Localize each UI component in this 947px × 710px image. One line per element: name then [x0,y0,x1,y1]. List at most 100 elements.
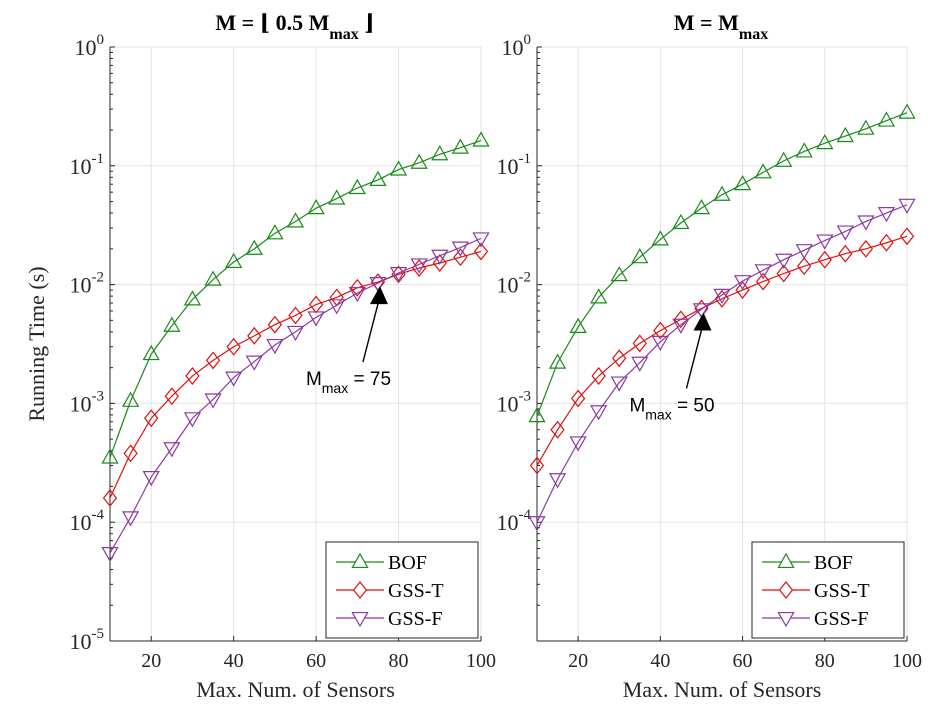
y-tick-label: 10-3 [497,388,532,416]
data-point-gss-t [776,264,791,283]
data-point-gss-f [795,244,813,260]
data-point-gss-f [836,225,854,241]
data-point-gss-t [591,367,606,385]
data-point-gss-t [123,444,138,463]
data-point-bof [898,103,916,119]
data-point-gss-t [550,420,565,439]
data-point-gss-f [348,286,366,303]
title-main: M = M [674,10,739,35]
x-tick-label: 100 [466,650,496,672]
data-point-gss-t [858,239,874,258]
title-end: ⌋ [359,10,375,35]
y-tick-exponent: -4 [92,507,105,523]
data-point-gss-t [144,409,159,428]
x-tick-label: 80 [815,650,835,672]
x-tick-label: 60 [306,650,326,672]
legend-label-bof: BOF [388,552,427,574]
annotation-value: = 75 [348,369,391,390]
annotation-base: M [629,395,645,416]
data-point-bof [857,119,875,135]
data-point-gss-f [816,234,834,250]
data-point-gss-f [472,232,490,248]
legend-label-gss-t: GSS-T [814,580,870,602]
data-point-gss-f [713,288,731,305]
data-point-bof [451,138,470,154]
x-tick-label: 80 [389,650,409,672]
y-tick-base: 10 [70,154,92,179]
chart-title: M = Mmax [674,10,768,43]
data-point-bof [692,198,711,215]
data-point-gss-f [245,355,263,371]
series-line-gss-t [536,235,908,466]
y-tick-exponent: -1 [92,151,105,167]
y-tick-label: 10-5 [70,626,105,654]
x-tick-label: 100 [892,650,922,672]
data-point-gss-f [857,215,875,231]
title-main: M = ⌊ 0.5 M [215,10,329,35]
x-tick-label: 20 [568,650,588,672]
data-point-gss-f [142,470,160,487]
data-point-gss-f [328,299,346,315]
annotation-subscript: max [322,380,348,396]
data-point-bof [410,153,428,169]
data-point-bof [836,126,854,143]
y-tick-label: 10-4 [70,507,105,535]
data-point-bof [472,131,490,147]
data-point-gss-f [672,318,690,334]
data-point-gss-f [877,207,896,223]
legend-label-gss-t: GSS-T [388,580,444,602]
series-line-gss-t [109,250,482,499]
legend-marker-gss-t [778,581,794,599]
annotation-base: M [306,369,322,390]
data-point-gss-t [267,315,283,334]
y-tick-label: 10-2 [70,270,105,298]
title-subscript: max [329,26,358,43]
legend: BOF GSS-T GSS-F [751,541,905,639]
data-point-gss-t [899,227,915,246]
annotation-arrow-head [369,286,388,305]
data-point-gss-t [797,257,812,276]
data-point-gss-f [101,547,119,563]
y-tick-label: 100 [502,32,532,60]
data-point-bof [816,133,834,150]
data-point-bof [245,239,263,255]
data-point-gss-t [350,278,365,297]
data-point-gss-t [817,250,832,269]
data-point-gss-t [247,326,262,345]
y-tick-label: 10-3 [70,388,105,416]
legend: BOF GSS-T GSS-F [325,541,479,639]
data-point-bof [266,224,284,240]
data-point-bof [369,170,387,186]
y-tick-label: 10-1 [70,151,105,179]
data-point-bof [610,265,628,282]
data-point-gss-t [288,306,303,325]
legend-marker-gss-f [351,611,369,628]
data-point-gss-t [432,254,447,272]
legend-label-gss-f: GSS-F [388,608,442,630]
y-tick-base: 10 [497,154,519,179]
data-point-bof [795,142,813,158]
y-tick-label: 10-1 [497,151,532,179]
data-point-gss-f [569,436,587,452]
data-point-gss-f [651,335,669,352]
data-point-gss-t [570,389,586,408]
y-tick-exponent: -2 [519,270,532,286]
data-point-bof [204,270,222,286]
data-point-gss-f [183,412,202,428]
data-point-gss-t [632,334,647,353]
data-point-gss-t [185,367,200,385]
title-subscript: max [739,26,768,43]
legend-marker-bof [351,552,369,569]
y-tick-base: 10 [70,273,92,298]
y-tick-exponent: 0 [524,32,532,48]
data-point-bof [733,174,752,191]
y-tick-base: 10 [70,391,92,416]
y-tick-base: 10 [70,510,92,535]
data-point-bof [307,198,325,215]
data-point-gss-f [528,516,546,532]
data-point-gss-t [838,244,853,263]
x-axis-label: Max. Num. of Sensors [196,677,395,702]
series-line-bof [536,112,908,417]
legend-marker-gss-f [777,611,795,628]
series-line-gss-f [109,237,482,554]
